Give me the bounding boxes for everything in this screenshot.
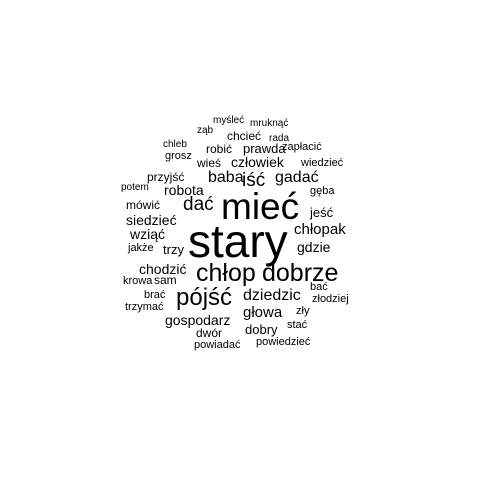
cloud-word: mieć — [221, 186, 300, 227]
cloud-word: potem — [121, 182, 149, 193]
cloud-word: brać — [144, 289, 166, 301]
cloud-word: siedzieć — [126, 212, 177, 228]
cloud-word: powiadać — [194, 339, 241, 351]
cloud-word: prawda — [243, 141, 286, 156]
cloud-word: dać — [183, 194, 214, 215]
cloud-word: gospodarz — [165, 312, 231, 328]
cloud-word: trzy — [163, 242, 184, 257]
cloud-word: jakże — [128, 242, 154, 254]
cloud-word: dobry — [245, 322, 278, 337]
cloud-word: robota — [164, 182, 204, 198]
cloud-word: wziąć — [130, 226, 166, 242]
cloud-word: ząb — [197, 125, 214, 136]
cloud-word: chłopak — [294, 221, 346, 238]
cloud-word: stary — [188, 215, 288, 267]
cloud-word: rada — [269, 133, 290, 144]
cloud-word: stać — [287, 319, 308, 331]
cloud-word: złodziej — [312, 293, 349, 305]
cloud-word: chleb — [163, 139, 187, 150]
cloud-word: baba — [208, 169, 244, 186]
cloud-word: człowiek — [231, 154, 284, 170]
cloud-word: dwór — [196, 326, 223, 340]
cloud-word: chłop — [196, 259, 256, 287]
cloud-word: krowa — [123, 275, 153, 287]
cloud-word: przyjść — [147, 170, 185, 184]
cloud-word: wiedzieć — [301, 157, 344, 169]
cloud-word: gadać — [275, 169, 319, 186]
cloud-word: głowa — [243, 304, 283, 321]
cloud-word: chcieć — [227, 129, 262, 143]
cloud-word: sam — [154, 273, 177, 287]
cloud-word: wieś — [197, 156, 222, 170]
cloud-word: gdzie — [297, 239, 331, 255]
cloud-word: jeść — [310, 205, 334, 220]
cloud-word: iść — [242, 170, 266, 191]
cloud-word: robić — [206, 142, 233, 156]
cloud-word: trzymać — [125, 301, 164, 313]
cloud-word: dobrze — [262, 259, 339, 287]
cloud-word: bać — [310, 281, 328, 293]
cloud-word: mówić — [126, 198, 161, 212]
cloud-word: gęba — [310, 185, 335, 197]
cloud-word: powiedzieć — [256, 336, 311, 348]
cloud-word: dziedzic — [243, 287, 301, 304]
cloud-word: zapłacić — [282, 141, 322, 153]
cloud-word: myśleć — [213, 115, 245, 126]
cloud-word: grosz — [165, 150, 192, 162]
cloud-word: chodzić — [139, 261, 187, 277]
cloud-word: mruknąć — [250, 118, 289, 129]
cloud-word: zły — [296, 305, 310, 317]
cloud-word: pójść — [176, 284, 233, 311]
